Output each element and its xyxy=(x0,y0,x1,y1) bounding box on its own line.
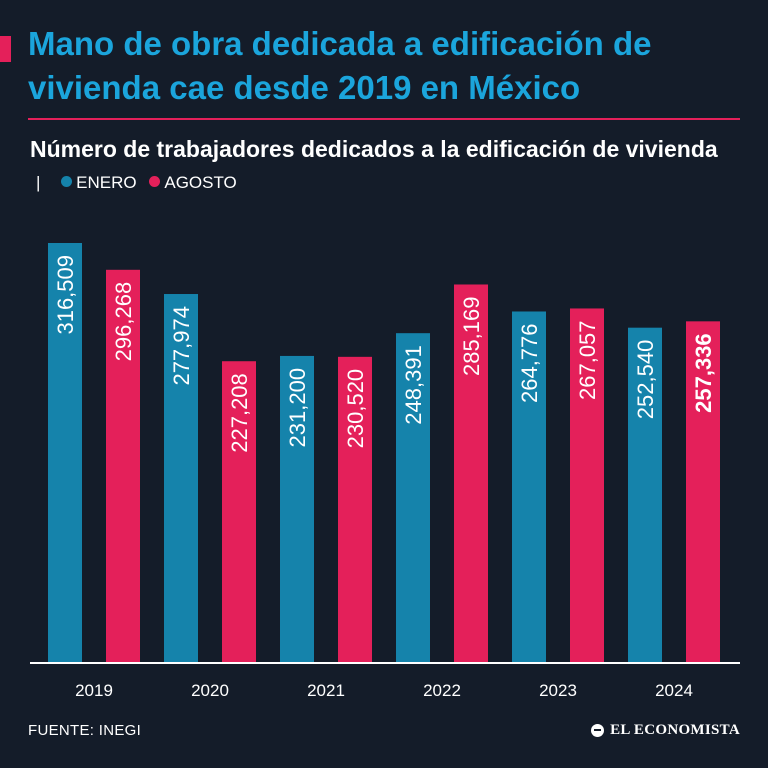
legend: | ENERO AGOSTO xyxy=(30,173,237,192)
bar-enero-2019 xyxy=(48,243,82,662)
legend-label-enero: ENERO xyxy=(76,173,137,192)
bar-enero-2024 xyxy=(628,327,662,662)
legend-dot-enero xyxy=(61,176,73,187)
data-label-agosto-2020: 227,208 xyxy=(227,373,252,453)
data-label-enero-2024: 252,540 xyxy=(633,340,658,420)
bar-agosto-2021 xyxy=(338,356,372,662)
bar-agosto-2020 xyxy=(222,361,256,662)
legend-label-agosto: AGOSTO xyxy=(164,173,237,192)
data-label-enero-2021: 231,200 xyxy=(285,368,310,448)
data-label-agosto-2023: 267,057 xyxy=(575,320,600,400)
data-label-enero-2022: 248,391 xyxy=(401,345,426,425)
source-note: FUENTE: INEGI xyxy=(28,722,142,739)
x-tick-label-2021: 2021 xyxy=(307,681,345,700)
data-label-agosto-2022: 285,169 xyxy=(459,296,484,376)
x-tick-label-2019: 2019 xyxy=(75,681,113,700)
brand-logo: EL ECONOMISTA xyxy=(591,722,740,739)
legend-separator: | xyxy=(36,173,41,192)
bar-enero-2021 xyxy=(280,355,314,662)
bar-agosto-2022 xyxy=(454,284,488,662)
chart-subtitle: Número de trabajadores dedicados a la ed… xyxy=(30,134,730,198)
bar-agosto-2019 xyxy=(106,269,140,662)
brand-icon xyxy=(591,724,605,737)
bar-enero-2023 xyxy=(512,311,546,662)
brand-name: EL ECONOMISTA xyxy=(610,722,740,738)
x-tick-label-2023: 2023 xyxy=(539,681,577,700)
data-label-agosto-2021: 230,520 xyxy=(343,369,368,449)
data-label-enero-2019: 316,509 xyxy=(53,255,78,335)
title-divider xyxy=(28,118,740,120)
x-tick-label-2022: 2022 xyxy=(423,681,461,700)
subtitle-text: Número de trabajadores dedicados a la ed… xyxy=(30,136,718,162)
data-label-enero-2023: 264,776 xyxy=(517,323,542,403)
legend-dot-agosto xyxy=(149,176,161,187)
data-label-agosto-2019: 296,268 xyxy=(111,282,136,362)
x-tick-label-2020: 2020 xyxy=(191,681,229,700)
bar-agosto-2023 xyxy=(570,308,604,662)
data-label-agosto-2024: 257,336 xyxy=(691,333,716,413)
bar-enero-2020 xyxy=(164,294,198,662)
x-tick-label-2024: 2024 xyxy=(655,681,693,700)
title-accent-bar xyxy=(0,36,11,62)
chart-title: Mano de obra dedicada a edificación de v… xyxy=(28,25,652,106)
bar-agosto-2024 xyxy=(686,321,720,662)
bar-enero-2022 xyxy=(396,333,430,662)
data-label-enero-2020: 277,974 xyxy=(169,306,194,386)
